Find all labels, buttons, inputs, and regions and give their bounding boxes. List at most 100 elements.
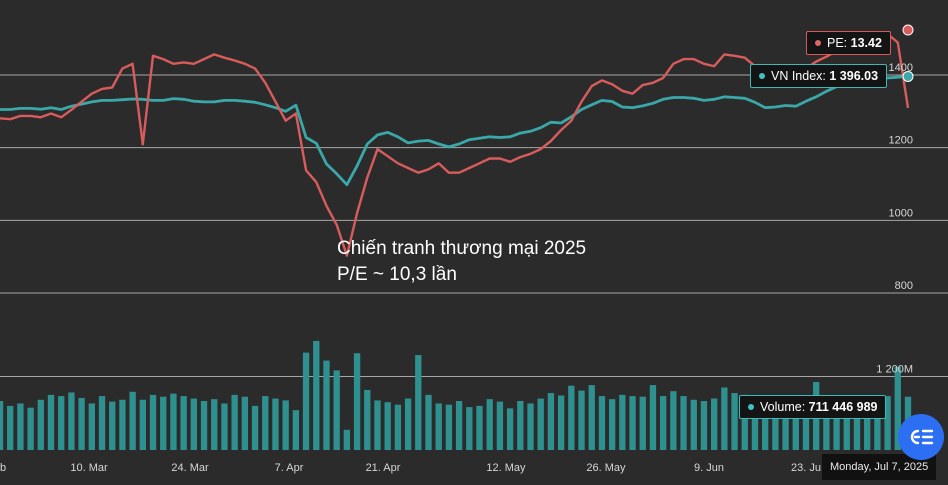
volume-bar — [884, 396, 891, 450]
volume-bar — [302, 352, 310, 450]
grid-lines — [0, 74, 948, 377]
volume-bar — [272, 398, 279, 450]
volume-bar — [659, 396, 667, 450]
volume-bars — [0, 340, 912, 450]
volume-bar — [598, 396, 606, 450]
volume-bar — [425, 394, 432, 450]
annotation-line-1: Chiến tranh thương mại 2025 — [337, 238, 586, 259]
volume-bar — [47, 394, 55, 450]
pe-tooltip-label: PE: — [827, 36, 848, 50]
volume-bar — [792, 401, 799, 450]
x-tick-label: 10. Mar — [70, 462, 108, 474]
volume-bar — [557, 395, 565, 450]
price-lines — [0, 24, 914, 257]
y-tick-label: 1200 — [889, 135, 913, 147]
x-tick-label: 9. Jun — [694, 462, 724, 474]
volume-bar — [343, 429, 351, 450]
volume-bar — [710, 398, 718, 450]
x-tick-label-partial: b — [0, 462, 6, 474]
pe-end-marker — [902, 24, 914, 36]
vnindex-end-marker — [902, 70, 914, 82]
x-tick-label: 7. Apr — [275, 462, 304, 474]
volume-tooltip-label: Volume: — [760, 400, 806, 414]
volume-bar — [619, 394, 626, 450]
volume-bar — [170, 393, 177, 450]
volume-bar — [455, 401, 463, 450]
volume-bar — [231, 394, 238, 450]
volume-bar — [517, 401, 524, 450]
volume-bar — [608, 399, 616, 450]
pe-tooltip: PE: 13.42 — [806, 31, 891, 55]
volume-tooltip-value: 711 446 989 — [808, 400, 878, 414]
volume-bar — [404, 398, 412, 450]
vnindex-tooltip: VN Index: 1 396.03 — [750, 64, 888, 88]
volume-bar — [149, 394, 157, 450]
volume-bar — [323, 360, 330, 450]
volume-bar — [537, 398, 544, 450]
volume-bar — [353, 353, 361, 450]
volume-bar — [741, 394, 748, 450]
volume-bar — [843, 407, 850, 450]
volume-bar — [578, 390, 585, 450]
annotation-line-2: P/E ~ 10,3 lần — [337, 264, 457, 285]
vnindex-tooltip-label: VN Index: — [771, 69, 826, 83]
x-tick-label: 21. Apr — [366, 462, 401, 474]
y-tick-label: 1400 — [889, 62, 913, 74]
volume-bar — [486, 399, 493, 450]
volume-bar — [496, 401, 504, 450]
menu-list-icon — [910, 429, 934, 445]
volume-bar — [68, 392, 75, 450]
volume-bar — [7, 405, 14, 450]
volume-bar — [160, 396, 167, 450]
volume-bar — [864, 401, 871, 450]
volume-bar — [802, 408, 810, 450]
volume-tooltip: Volume: 711 446 989 — [739, 395, 887, 419]
pe-tooltip-value: 13.42 — [850, 36, 882, 50]
volume-bar — [384, 402, 391, 450]
volume-bar — [17, 403, 24, 450]
volume-bar — [721, 387, 728, 450]
volume-bar — [374, 400, 381, 450]
volume-bar — [88, 403, 95, 450]
menu-list-button[interactable] — [898, 414, 944, 460]
volume-bar — [568, 385, 575, 450]
volume-bar — [221, 403, 228, 450]
x-tick-label: 23. Ju — [791, 462, 821, 474]
volume-bar — [98, 396, 106, 450]
volume-bar — [874, 401, 881, 450]
volume-bar — [762, 398, 769, 450]
volume-bar — [894, 366, 901, 450]
volume-bar — [680, 396, 687, 450]
crosshair-date-label: Monday, Jul 7, 2025 — [822, 454, 937, 480]
y-tick-label: 800 — [895, 280, 913, 292]
vnindex-marker-icon — [759, 72, 765, 79]
volume-bar — [129, 391, 136, 450]
volume-bar — [527, 403, 534, 450]
volume-bar — [262, 396, 269, 450]
y-tick-label: 1000 — [889, 207, 913, 219]
volume-bar — [200, 401, 208, 450]
volume-bar — [109, 401, 116, 450]
volume-bar — [58, 396, 65, 450]
volume-bar — [670, 391, 677, 450]
volume-bar — [313, 340, 320, 450]
volume-bar — [333, 370, 340, 450]
volume-bar — [782, 407, 789, 450]
volume-bar — [649, 385, 657, 450]
volume-bar — [282, 400, 289, 450]
volume-bar — [0, 401, 4, 450]
volume-bar — [292, 410, 300, 450]
volume-bar — [639, 396, 646, 450]
volume-bar — [629, 396, 636, 450]
volume-bar — [823, 403, 830, 450]
volume-bar — [690, 399, 697, 450]
volume-bar — [466, 407, 473, 450]
volume-bar — [415, 355, 422, 450]
volume-bar — [190, 398, 198, 450]
volume-bar — [78, 397, 85, 450]
volume-y-tick-label: 1 200M — [876, 364, 913, 376]
volume-bar — [119, 399, 126, 450]
pe-marker-icon — [815, 39, 821, 46]
volume-bar — [772, 405, 779, 450]
